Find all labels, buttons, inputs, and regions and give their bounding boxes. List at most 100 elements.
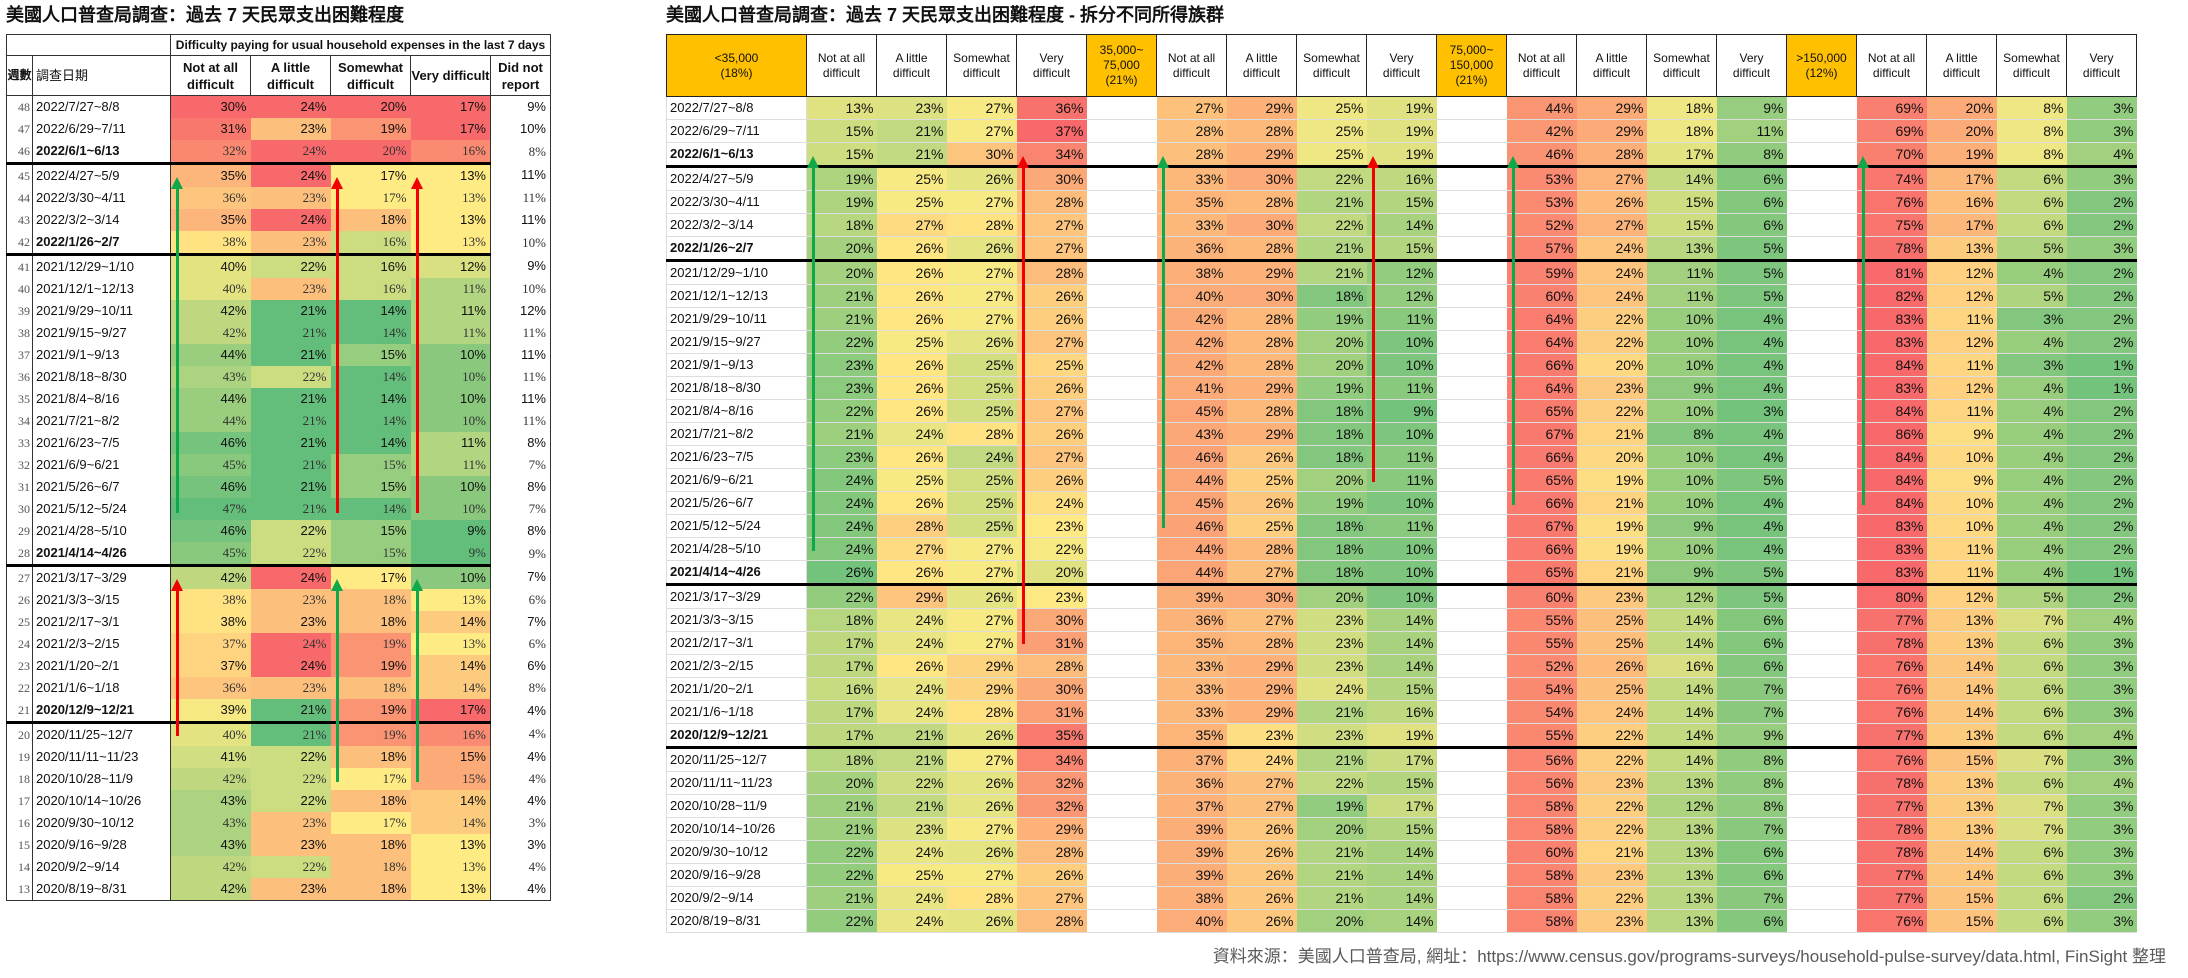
percent-value: 10% [1926, 514, 1997, 538]
percent-value: 25% [1016, 353, 1087, 377]
survey-date: 2020/8/19~8/31 [32, 878, 171, 901]
column-header-row: 週數 調查日期 Not at all difficult A little dif… [6, 55, 551, 96]
survey-date: 2021/1/6~1/18 [32, 677, 171, 699]
percent-value: 57% [1506, 236, 1577, 262]
percent-value: 27% [1226, 794, 1297, 818]
percent-value: 27% [946, 560, 1017, 586]
percent-value: 16% [1646, 654, 1717, 678]
table-row: 2021/4/28~5/10 24% 27% 27% 22% 44% 28% 18% 10% 66… [666, 537, 2137, 561]
percent-value: 12% [1366, 284, 1437, 308]
percent-value: 38% [170, 589, 251, 611]
percent-value: 14% [330, 388, 411, 410]
percent-value: 25% [946, 468, 1017, 492]
percent-value: 20% [1926, 119, 1997, 143]
survey-date: 2021/9/15~9/27 [666, 330, 807, 354]
percent-value: 26% [1226, 909, 1297, 933]
percent-value: 33% [1156, 700, 1227, 724]
table-row: 2021/6/9~6/21 24% 25% 25% 26% 44% 25% 20% 11% 65%… [666, 468, 2137, 492]
week-number: 18 [6, 768, 33, 790]
percent-value: 78% [1856, 236, 1927, 262]
percent-value: 12% [1646, 794, 1717, 818]
percent-value: 13% [1926, 723, 1997, 749]
percent-value: 14% [1926, 700, 1997, 724]
percent-value: 5% [1996, 584, 2067, 609]
week-number: 32 [6, 454, 33, 476]
sub-column-label: Somewhat [1653, 50, 1710, 65]
percent-value: 39% [1156, 584, 1227, 609]
percent-value: 28% [1226, 330, 1297, 354]
percent-value: 22% [1576, 817, 1647, 841]
percent-value: 4% [1996, 445, 2067, 469]
table-row: 2020/10/14~10/26 21% 23% 27% 29% 39% 26% 20% 15%… [666, 817, 2137, 841]
did-not-report-value: 7% [490, 498, 551, 520]
percent-value: 3% [2066, 677, 2137, 701]
group-spacer [1086, 700, 1157, 724]
percent-value: 6% [1996, 723, 2067, 749]
percent-value: 11% [410, 454, 491, 476]
survey-date: 2020/8/19~8/31 [666, 909, 807, 933]
percent-value: 30% [1226, 584, 1297, 609]
percent-value: 43% [170, 834, 251, 856]
did-not-report-value: 12% [490, 300, 551, 322]
percent-value: 26% [946, 909, 1017, 933]
group-spacer [1786, 142, 1857, 168]
percent-value: 30% [170, 95, 251, 118]
table-row: 39 2021/9/29~10/11 42% 21% 14% 11% 12% [6, 300, 551, 322]
percent-value: 42% [1156, 330, 1227, 354]
percent-value: 11% [1646, 260, 1717, 285]
percent-value: 27% [1016, 213, 1087, 237]
percent-value: 40% [170, 278, 251, 300]
did-not-report-value: 9% [490, 95, 551, 118]
percent-value: 22% [806, 840, 877, 864]
percent-value: 10% [410, 344, 491, 366]
percent-value: 38% [170, 231, 251, 256]
week-number: 17 [6, 790, 33, 812]
percent-value: 17% [330, 187, 411, 209]
percent-value: 24% [946, 445, 1017, 469]
did-not-report-value: 7% [490, 611, 551, 633]
percent-value: 21% [250, 322, 331, 344]
table-row: 2021/9/15~9/27 22% 25% 26% 27% 42% 28% 20% 10% 64… [666, 330, 2137, 354]
percent-value: 21% [250, 300, 331, 322]
percent-value: 8% [1646, 422, 1717, 446]
percent-value: 21% [1296, 747, 1367, 772]
table-row: 2021/3/17~3/29 22% 29% 26% 23% 39% 30% 20% 10% 60… [666, 584, 2137, 609]
percent-value: 21% [1576, 560, 1647, 586]
percent-value: 77% [1856, 608, 1927, 632]
group-spacer [1086, 817, 1157, 841]
percent-value: 26% [1226, 840, 1297, 864]
percent-value: 28% [1226, 399, 1297, 423]
table-row: 2021/12/1~12/13 21% 26% 27% 26% 40% 30% 18% 12% 6… [666, 284, 2137, 308]
percent-value: 24% [876, 677, 947, 701]
percent-value: 13% [806, 96, 877, 120]
percent-value: 45% [170, 454, 251, 476]
percent-value: 45% [170, 542, 251, 567]
percent-value: 21% [806, 307, 877, 331]
percent-value: 23% [250, 677, 331, 699]
week-number: 41 [6, 254, 33, 278]
percent-value: 22% [1296, 213, 1367, 237]
percent-value: 59% [1506, 260, 1577, 285]
group-spacer [1436, 190, 1507, 214]
sub-column-label: Somewhat [2003, 50, 2060, 65]
percent-value: 17% [330, 565, 411, 589]
percent-value: 54% [1506, 677, 1577, 701]
table-row: 46 2022/6/1~6/13 32% 24% 20% 16% 8% [6, 140, 551, 165]
survey-date: 2021/5/12~5/24 [32, 498, 171, 520]
percent-value: 25% [1296, 119, 1367, 143]
survey-date: 2022/3/2~3/14 [666, 213, 807, 237]
percent-value: 10% [1646, 399, 1717, 423]
percent-value: 19% [1366, 119, 1437, 143]
percent-value: 28% [1016, 909, 1087, 933]
percent-value: 6% [1716, 909, 1787, 933]
percent-value: 23% [806, 445, 877, 469]
did-not-report-value: 7% [490, 454, 551, 476]
percent-value: 15% [1366, 190, 1437, 214]
percent-value: 21% [1296, 700, 1367, 724]
percent-value: 14% [1366, 909, 1437, 933]
percent-value: 60% [1506, 284, 1577, 308]
table-row: 15 2020/9/16~9/28 43% 23% 18% 13% 3% [6, 834, 551, 856]
week-number: 46 [6, 140, 33, 165]
group-spacer [1786, 700, 1857, 724]
percent-value: 7% [1716, 817, 1787, 841]
